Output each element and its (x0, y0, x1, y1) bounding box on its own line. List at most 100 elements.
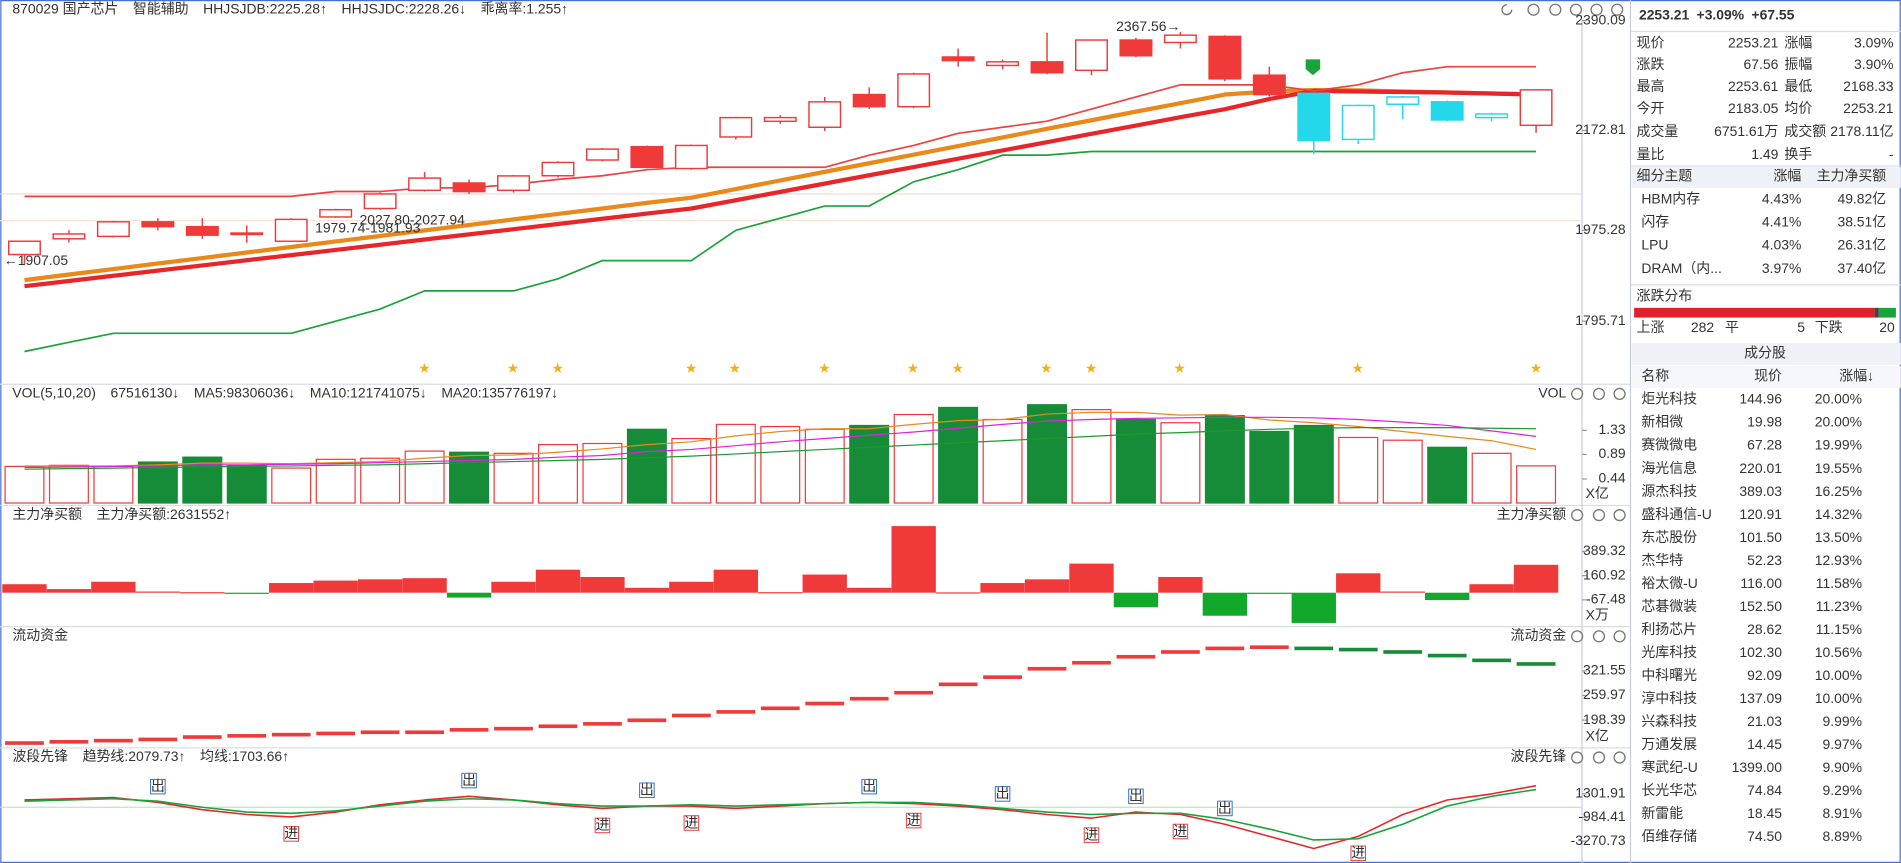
net-buy-bar (1424, 592, 1470, 601)
stock-name: 海光信息 (1641, 460, 1697, 476)
quote-change-pct: +3.09% (1697, 6, 1745, 22)
candle-body (1075, 39, 1108, 72)
candle-body (852, 93, 886, 108)
stock-name: 万通发展 (1641, 736, 1697, 752)
net-buy-bar (847, 587, 892, 593)
candle-body (541, 161, 575, 177)
candle-body (1475, 113, 1509, 119)
quote-label: 最高 (1637, 78, 1665, 94)
y-tick-label: 198.39 (1583, 711, 1626, 727)
legend-item: 均线:1703.66↑ (200, 748, 289, 764)
quote-price: 2253.21 (1639, 6, 1690, 22)
topic-cell: 3.97% (1762, 260, 1801, 276)
topics-header: 细分主题 (1637, 168, 1693, 184)
flow-dash (1027, 666, 1067, 671)
net-buy-bar (224, 592, 269, 594)
candle-body (363, 193, 397, 210)
distribution-title: 涨跌分布 (1637, 288, 1693, 304)
panel-title: 主力净买额 (12, 506, 82, 522)
distribution-label: 下跌 (1815, 319, 1843, 335)
y-tick-label: -3270.73 (1571, 832, 1626, 848)
volume-bar (1471, 452, 1512, 504)
stock-price: 1399.00 (1732, 759, 1783, 775)
signal-label: 出 (151, 778, 165, 794)
stock-pct: 14.32% (1815, 506, 1862, 522)
net-buy-bar (580, 576, 625, 593)
net-buy-bar (980, 583, 1025, 593)
topic-cell: 4.03% (1762, 237, 1801, 253)
volume-bar (226, 464, 267, 504)
volume-bar (849, 424, 890, 504)
signal-label: 出 (862, 778, 876, 794)
price-annotation: 1979.74-1981.93 (315, 219, 421, 235)
flow-dash (671, 713, 711, 718)
flow-dash (538, 724, 578, 729)
candle-body (674, 144, 708, 170)
legend-item: 主力净买额:2631552↑ (97, 506, 232, 522)
signal-box (1128, 788, 1144, 805)
stock-pct: 9.99% (1822, 713, 1861, 729)
signal-label: 出 (996, 785, 1010, 801)
y-tick-label: 1.33 (1599, 421, 1626, 437)
quote-label: 量比 (1637, 146, 1665, 162)
signal-box (1350, 845, 1367, 862)
stock-pct: 12.93% (1815, 552, 1862, 568)
distribution-up (1634, 307, 1875, 318)
candle-body (941, 56, 975, 62)
stock-name: 长光华芯 (1641, 782, 1697, 798)
quote-value: 2253.61 (1728, 78, 1779, 94)
candle-body (230, 232, 264, 236)
quote-value: 3.90% (1854, 56, 1893, 72)
net-buy-bar (624, 587, 670, 593)
y-tick-label: 389.32 (1583, 542, 1626, 558)
net-buy-bar (1336, 573, 1381, 593)
stock-pct: 8.89% (1822, 828, 1861, 844)
candle-body (1386, 96, 1420, 105)
candle-body (808, 101, 842, 128)
price-annotation: 2027.80-2027.94 (360, 211, 466, 227)
stock-pct: 9.90% (1822, 759, 1861, 775)
stock-price: 389.03 (1739, 483, 1782, 499)
y-tick-label: 1795.71 (1575, 312, 1626, 328)
candle-body (1519, 89, 1553, 127)
candle-body (585, 148, 619, 161)
stock-name: 东芯股份 (1641, 529, 1697, 545)
flow-dash (1427, 653, 1467, 658)
flow-dash (894, 690, 934, 695)
stock-price: 74.84 (1747, 782, 1782, 798)
stock-name: 裕太微-U (1641, 575, 1697, 591)
candle-body (52, 233, 86, 240)
signal-label: 进 (1173, 823, 1187, 839)
toolbar-icons[interactable] (1501, 3, 1626, 764)
flow-dash (449, 728, 489, 732)
topic-cell: 26.31亿 (1837, 237, 1886, 253)
flow-dash (1338, 647, 1378, 652)
flow-dash (49, 740, 89, 744)
net-buy-bar (357, 579, 403, 593)
stock-price: 220.01 (1739, 460, 1782, 476)
signal-label: 进 (595, 817, 609, 833)
topics-header: 主力净买额 (1817, 168, 1887, 184)
y-tick-label: 1301.91 (1575, 784, 1626, 800)
constituents-header: 名称 (1641, 368, 1669, 384)
stock-name: 炬光科技 (1641, 391, 1697, 407)
candle-body (1119, 39, 1153, 57)
volume-bar (938, 406, 979, 504)
candle-body (1208, 35, 1242, 80)
volume-bar (271, 467, 312, 504)
quote-label: 振幅 (1784, 56, 1812, 72)
panel-title: 波段先锋 (12, 748, 68, 764)
unit-label: X亿 (1586, 728, 1609, 744)
flow-dash (1249, 645, 1289, 650)
volume-bar (1516, 465, 1557, 504)
panel-title: 流动资金 (12, 627, 68, 643)
flow-dash (1516, 662, 1556, 666)
series-line (24, 784, 1537, 850)
stock-price: 67.28 (1747, 437, 1782, 453)
volume-bar (1160, 422, 1201, 504)
volume-bar (1027, 404, 1068, 504)
series-line (24, 150, 1537, 353)
constituents-title: 成分股 (1744, 345, 1786, 361)
constituents-header: 涨幅↓ (1839, 368, 1874, 384)
quote-value: 2253.21 (1843, 100, 1894, 116)
